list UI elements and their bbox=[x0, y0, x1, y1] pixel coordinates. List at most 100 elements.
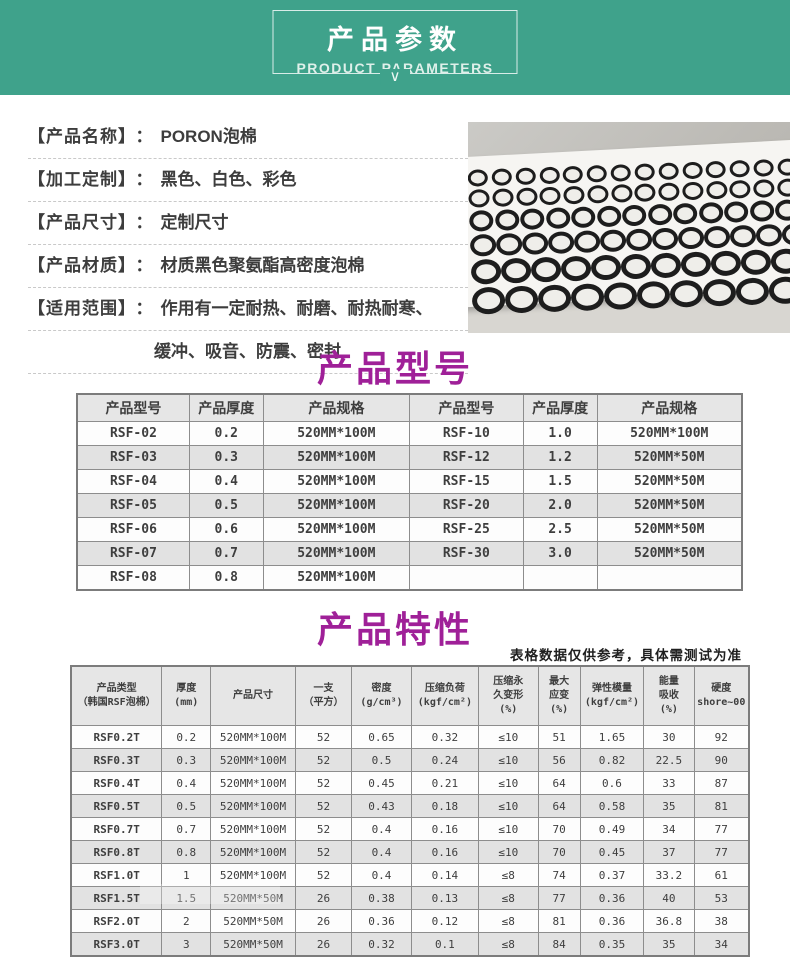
info-value: PORON泡棉 bbox=[160, 127, 257, 146]
cell: 35 bbox=[643, 932, 695, 957]
cell: 0.8 bbox=[188, 565, 264, 591]
cell: 520MM*50M bbox=[596, 445, 743, 470]
cell: 0.36 bbox=[351, 909, 412, 933]
info-row-custom: 【加工定制】 ： 黑色、白色、彩色 bbox=[28, 159, 468, 202]
cell: 61 bbox=[693, 863, 750, 887]
column-header: 产品规格 bbox=[596, 393, 743, 422]
foam-ring bbox=[620, 253, 652, 280]
cell: ≤8 bbox=[477, 886, 539, 910]
table-row: RSF1.0T 1 520MM*100M 52 0.4 0.14 ≤8 74 0.37 33.2 6… bbox=[70, 863, 750, 887]
foam-ring bbox=[573, 230, 601, 254]
foam-ring bbox=[781, 222, 790, 246]
cell: RSF-15 bbox=[408, 469, 524, 494]
foam-ring bbox=[469, 233, 497, 257]
cell: 51 bbox=[537, 725, 581, 749]
cell: 0.7 bbox=[188, 541, 264, 566]
cell: 520MM*100M bbox=[210, 725, 296, 749]
foam-ring bbox=[677, 226, 705, 250]
column-header: 弹性模量 (kgf/cm²) bbox=[579, 665, 645, 726]
cell: 1.0 bbox=[522, 421, 598, 446]
cell: 1.5 bbox=[161, 886, 212, 910]
cell: RSF-06 bbox=[76, 517, 190, 542]
column-header: 压缩永 久变形 (%) bbox=[477, 665, 539, 726]
cell: 3 bbox=[161, 932, 212, 957]
cell: 0.36 bbox=[579, 886, 645, 910]
cell: RSF-07 bbox=[76, 541, 190, 566]
foam-ring bbox=[647, 203, 673, 226]
cell: 0.3 bbox=[188, 445, 264, 470]
cell: 70 bbox=[537, 817, 581, 841]
info-label: 【产品尺寸】 bbox=[28, 213, 128, 232]
cell: 520MM*100M bbox=[262, 517, 410, 542]
cell: 40 bbox=[643, 886, 695, 910]
header-row: 产品型号 产品厚度 产品规格 产品型号 产品厚度 产品规格 bbox=[76, 393, 743, 422]
cell: 0.38 bbox=[351, 886, 412, 910]
cell: 0.4 bbox=[351, 863, 412, 887]
info-row-application: 【适用范围】 ： 作用有一定耐热、耐磨、耐热耐寒、 bbox=[28, 288, 468, 331]
cell: 36.8 bbox=[643, 909, 695, 933]
cell: 520MM*50M bbox=[210, 886, 296, 910]
foam-ring bbox=[586, 184, 609, 204]
cell: 33 bbox=[643, 771, 695, 795]
cell: RSF0.5T bbox=[70, 794, 163, 818]
cell: 26 bbox=[294, 909, 353, 933]
cell: RSF-03 bbox=[76, 445, 190, 470]
cell: 2.5 bbox=[522, 517, 598, 542]
colon: ： bbox=[135, 213, 153, 232]
foam-ring bbox=[729, 224, 757, 248]
foam-ring bbox=[753, 179, 775, 198]
foam-ring bbox=[494, 209, 520, 231]
cell: RSF0.8T bbox=[70, 840, 163, 864]
cell: 30 bbox=[643, 725, 695, 749]
cell: 520MM*50M bbox=[596, 541, 743, 566]
cell: 0.6 bbox=[579, 771, 645, 795]
cell: 0.32 bbox=[351, 932, 412, 957]
colon: ： bbox=[135, 127, 153, 146]
foam-ring bbox=[547, 231, 575, 255]
foam-ring bbox=[468, 189, 490, 208]
cell: RSF-12 bbox=[408, 445, 524, 470]
foam-ring bbox=[596, 205, 622, 228]
cell: 53 bbox=[693, 886, 750, 910]
cell: RSF-02 bbox=[76, 421, 190, 446]
foam-ring bbox=[658, 162, 679, 181]
cell: ≤10 bbox=[477, 725, 539, 749]
cell: 0.6 bbox=[188, 517, 264, 542]
cell: 1.5 bbox=[522, 469, 598, 494]
column-header: 压缩负荷 (kgf/cm²) bbox=[410, 665, 479, 726]
cell: 90 bbox=[693, 748, 750, 772]
cell: 56 bbox=[537, 748, 581, 772]
foam-ring bbox=[515, 167, 536, 186]
cell: 81 bbox=[693, 794, 750, 818]
foam-ring bbox=[500, 257, 532, 284]
foam-ring bbox=[468, 169, 489, 187]
foam-ring bbox=[705, 180, 728, 200]
cell: 0.2 bbox=[188, 421, 264, 446]
column-header: 产品尺寸 bbox=[210, 665, 296, 726]
cell: 0.43 bbox=[351, 794, 412, 818]
banner-title: 产品参数 bbox=[327, 25, 463, 55]
table-row: RSF-04 0.4 520MM*100M RSF-15 1.5 520MM*50M bbox=[76, 469, 743, 494]
table-row: RSF0.5T 0.5 520MM*100M 52 0.43 0.18 ≤10 64 0.58 3… bbox=[70, 794, 750, 818]
foam-ring bbox=[471, 286, 506, 315]
foam-ring bbox=[603, 281, 638, 311]
colon: ： bbox=[135, 299, 153, 318]
cell: ≤10 bbox=[477, 748, 539, 772]
cell: RSF1.5T bbox=[70, 886, 163, 910]
cell: 3.0 bbox=[522, 541, 598, 566]
info-label: 【产品名称】 bbox=[28, 127, 128, 146]
product-info-list: 【产品名称】 ： PORON泡棉 【加工定制】 ： 黑色、白色、彩色 【产品尺寸】 ： 定制… bbox=[28, 116, 468, 374]
column-header: 厚度 (mm) bbox=[161, 665, 212, 726]
cell: 520MM*100M bbox=[596, 421, 743, 446]
cell: 74 bbox=[537, 863, 581, 887]
cell: 520MM*100M bbox=[210, 863, 296, 887]
column-header: 密度 (g/cm³) bbox=[351, 665, 412, 726]
cell: ≤8 bbox=[477, 863, 539, 887]
cell: RSF-25 bbox=[408, 517, 524, 542]
cell: 0.16 bbox=[410, 817, 479, 841]
table-row: RSF-03 0.3 520MM*100M RSF-12 1.2 520MM*50M bbox=[76, 445, 743, 470]
cell: 520MM*50M bbox=[210, 932, 296, 957]
cell: 0.1 bbox=[410, 932, 479, 957]
foam-ring bbox=[539, 166, 560, 185]
cell: 520MM*100M bbox=[262, 565, 410, 591]
